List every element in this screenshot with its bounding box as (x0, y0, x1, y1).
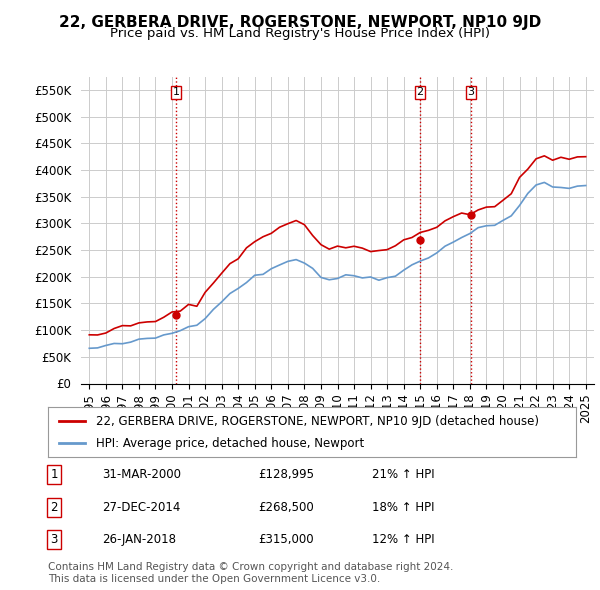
Text: HPI: Average price, detached house, Newport: HPI: Average price, detached house, Newp… (95, 437, 364, 450)
Text: 3: 3 (467, 87, 475, 97)
Text: 3: 3 (50, 533, 58, 546)
Text: 2: 2 (50, 501, 58, 514)
Text: 27-DEC-2014: 27-DEC-2014 (102, 501, 181, 514)
Text: 18% ↑ HPI: 18% ↑ HPI (372, 501, 434, 514)
Text: £268,500: £268,500 (258, 501, 314, 514)
Text: Price paid vs. HM Land Registry's House Price Index (HPI): Price paid vs. HM Land Registry's House … (110, 27, 490, 40)
Text: Contains HM Land Registry data © Crown copyright and database right 2024.
This d: Contains HM Land Registry data © Crown c… (48, 562, 454, 584)
Text: 21% ↑ HPI: 21% ↑ HPI (372, 468, 434, 481)
Text: £315,000: £315,000 (258, 533, 314, 546)
Text: 2: 2 (416, 87, 424, 97)
Text: 31-MAR-2000: 31-MAR-2000 (102, 468, 181, 481)
Text: 26-JAN-2018: 26-JAN-2018 (102, 533, 176, 546)
Text: 22, GERBERA DRIVE, ROGERSTONE, NEWPORT, NP10 9JD (detached house): 22, GERBERA DRIVE, ROGERSTONE, NEWPORT, … (95, 415, 539, 428)
Text: 1: 1 (173, 87, 179, 97)
Text: 22, GERBERA DRIVE, ROGERSTONE, NEWPORT, NP10 9JD: 22, GERBERA DRIVE, ROGERSTONE, NEWPORT, … (59, 15, 541, 30)
Text: 1: 1 (50, 468, 58, 481)
Text: 12% ↑ HPI: 12% ↑ HPI (372, 533, 434, 546)
Text: £128,995: £128,995 (258, 468, 314, 481)
